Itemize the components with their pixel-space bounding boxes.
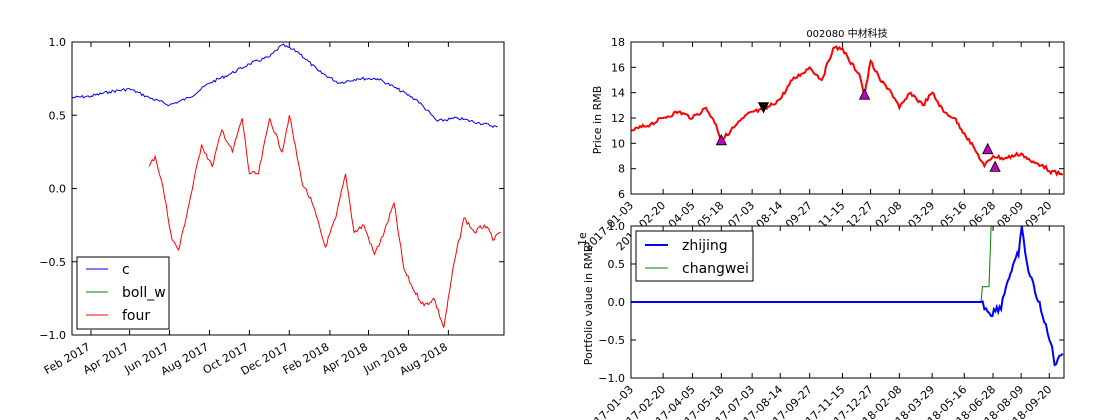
right-top-ytick-label: 18 — [611, 36, 625, 49]
left-ytick-label: 0.0 — [49, 183, 67, 196]
right-top-sell-marker — [757, 102, 770, 114]
right-bottom-ytick-label: −1.0 — [598, 372, 625, 385]
left-ytick-label: −0.5 — [39, 256, 66, 269]
legend-label-four: four — [122, 308, 150, 324]
right-top-axes-frame — [630, 41, 1065, 195]
right-top-chart: 002080 中材科技 Price in RMB 181614121086201… — [582, 27, 1065, 253]
right-top-ytick-label: 12 — [611, 112, 625, 125]
left-series-four — [148, 115, 501, 328]
left-ytick-label: −1.0 — [39, 329, 66, 342]
right-top-ticks: 1816141210862017-01-032017-02-202017-04-… — [582, 36, 1064, 253]
right-top-buy-marker — [715, 133, 727, 146]
right-top-ytick-label: 8 — [618, 163, 625, 176]
legend-label-boll-w: boll_w — [122, 285, 166, 301]
right-bottom-ytick-label: 0.0 — [608, 296, 626, 309]
right-bottom-ytick-label: −0.5 — [598, 334, 625, 347]
right-bottom-ytick-label: 0.5 — [608, 258, 626, 271]
right-bottom-corner-label: 1e — [576, 232, 589, 246]
left-ytick-label: 0.5 — [49, 109, 67, 122]
right-top-ytick-label: 14 — [611, 87, 625, 100]
legend-label-zhijing: zhijing — [682, 238, 728, 254]
right-top-ylabel: Price in RMB — [591, 86, 604, 155]
left-axes-frame — [71, 41, 505, 336]
right-top-series-group — [630, 45, 1064, 177]
right-top-ytick-label: 10 — [611, 137, 625, 150]
right-bottom-axes-frame — [630, 225, 1065, 379]
right-top-ytick-label: 16 — [611, 61, 625, 74]
right-bottom-series-zhijing — [631, 226, 1064, 367]
left-ytick-label: 1.0 — [49, 36, 67, 49]
right-bottom-legend: zhijing changwei — [635, 230, 754, 282]
left-series-group — [71, 43, 501, 328]
right-top-buy-marker — [982, 142, 994, 155]
right-top-buy-marker — [858, 88, 871, 100]
legend-label-changwei: changwei — [682, 261, 749, 277]
right-top-ytick-label: 6 — [618, 188, 625, 201]
right-top-buy-marker — [989, 160, 1001, 172]
right-bottom-ytick-label: 1.0 — [608, 220, 626, 233]
right-top-markers — [715, 88, 1001, 172]
right-bottom-series-group — [631, 225, 1064, 367]
right-bottom-ylabel: Portfolio value in RMB — [582, 245, 595, 366]
right-top-series-price — [630, 45, 1064, 177]
right-bottom-chart: Portfolio value in RMB 1e 1.0 0.5 0.0 −0.5 −… — [576, 220, 1065, 420]
left-series-c — [71, 43, 498, 129]
right-bottom-legend-box — [635, 230, 754, 282]
right-top-title: 002080 中材科技 — [806, 27, 887, 40]
left-legend: c boll_w four — [76, 256, 170, 330]
legend-label-c: c — [122, 262, 130, 278]
